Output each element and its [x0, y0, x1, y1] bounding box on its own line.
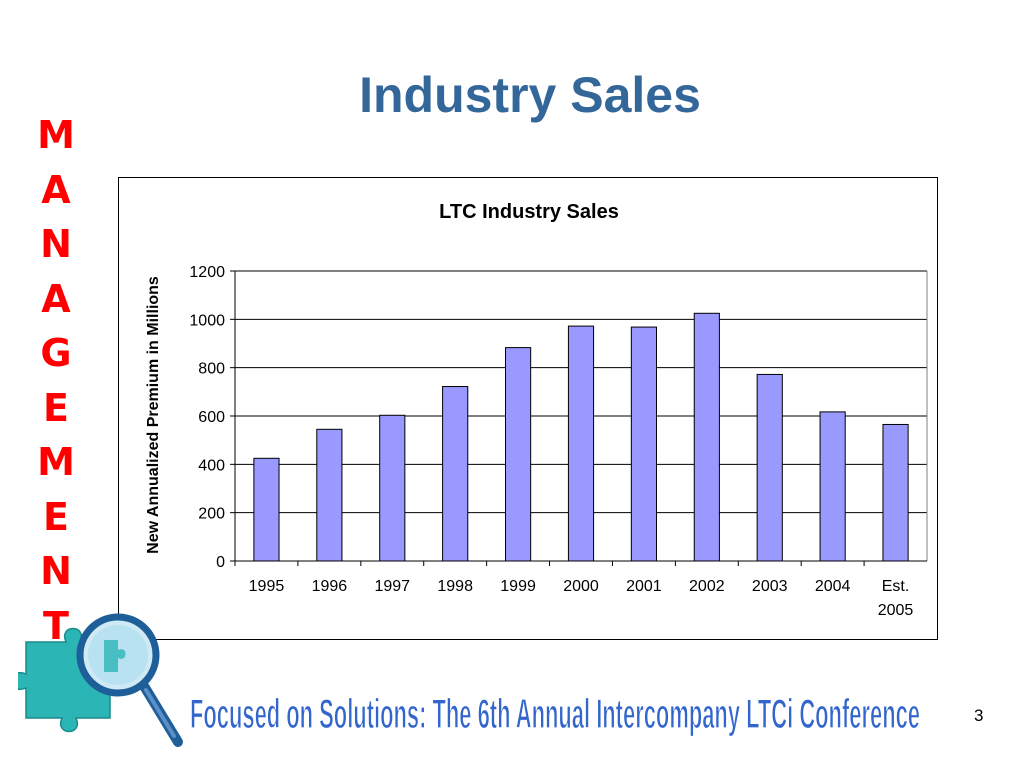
chart-panel: LTC Industry Sales New Annualized Premiu…	[118, 177, 938, 640]
side-letter: N	[40, 222, 72, 266]
x-tick-label: 1997	[374, 578, 410, 595]
side-letter: A	[41, 276, 71, 321]
puzzle-magnifier-logo	[18, 613, 183, 747]
x-tick-label: 2004	[815, 578, 851, 595]
y-tick-label: 400	[198, 457, 225, 474]
bar-chart: LTC Industry Sales New Annualized Premiu…	[145, 201, 928, 619]
x-tick-label: 2001	[626, 578, 662, 595]
y-tick-label: 200	[198, 506, 225, 523]
page-number: 3	[974, 706, 984, 725]
bar	[442, 386, 469, 562]
x-tick-labels: 1995 1996 1997 1998 1999 2000 2001 2002 2003 2004…	[249, 578, 914, 619]
bar	[882, 423, 909, 562]
x-tick-label: 2003	[752, 578, 788, 595]
y-tick-label: 0	[216, 554, 225, 571]
x-tick-label: Est. 2005	[878, 578, 914, 619]
y-tick-labels: 0 200 400 600 800 1000 1200	[189, 264, 225, 571]
chart-title: LTC Industry Sales	[439, 201, 619, 223]
bar	[379, 414, 406, 562]
x-tick-label: 2002	[689, 578, 725, 595]
bar	[567, 325, 595, 562]
side-letter: G	[40, 331, 72, 375]
x-tick-label: 1999	[500, 578, 536, 595]
banner-text: Focused on Solutions: The 6th Annual Int…	[190, 690, 920, 737]
y-tick-label: 600	[198, 409, 225, 426]
side-letter: N	[40, 549, 72, 593]
bar	[756, 373, 783, 562]
y-tick-label: 1000	[189, 312, 225, 329]
bar	[819, 411, 846, 562]
x-tick-label: 1996	[312, 578, 348, 595]
y-tick-label: 800	[198, 361, 225, 378]
bars	[253, 312, 909, 562]
x-tick-label: 1995	[249, 578, 285, 595]
bar	[693, 312, 720, 562]
y-axis-label: New Annualized Premium in Millions	[145, 276, 162, 554]
x-tick-label: 2000	[563, 578, 599, 595]
side-letter: E	[43, 385, 69, 430]
bar	[316, 428, 343, 562]
y-tick-label: 1200	[189, 264, 225, 281]
bar	[505, 347, 532, 562]
side-letter: E	[43, 494, 69, 539]
side-letter: M	[37, 113, 75, 157]
x-tick-label: 1998	[437, 578, 473, 595]
conference-banner: Focused on Solutions: The 6th Annual Int…	[189, 689, 920, 737]
side-letter: A	[41, 167, 71, 212]
bar	[630, 326, 657, 562]
side-letter: M	[37, 440, 75, 484]
bar	[253, 457, 280, 562]
slide-title: Industry Sales	[359, 67, 701, 123]
